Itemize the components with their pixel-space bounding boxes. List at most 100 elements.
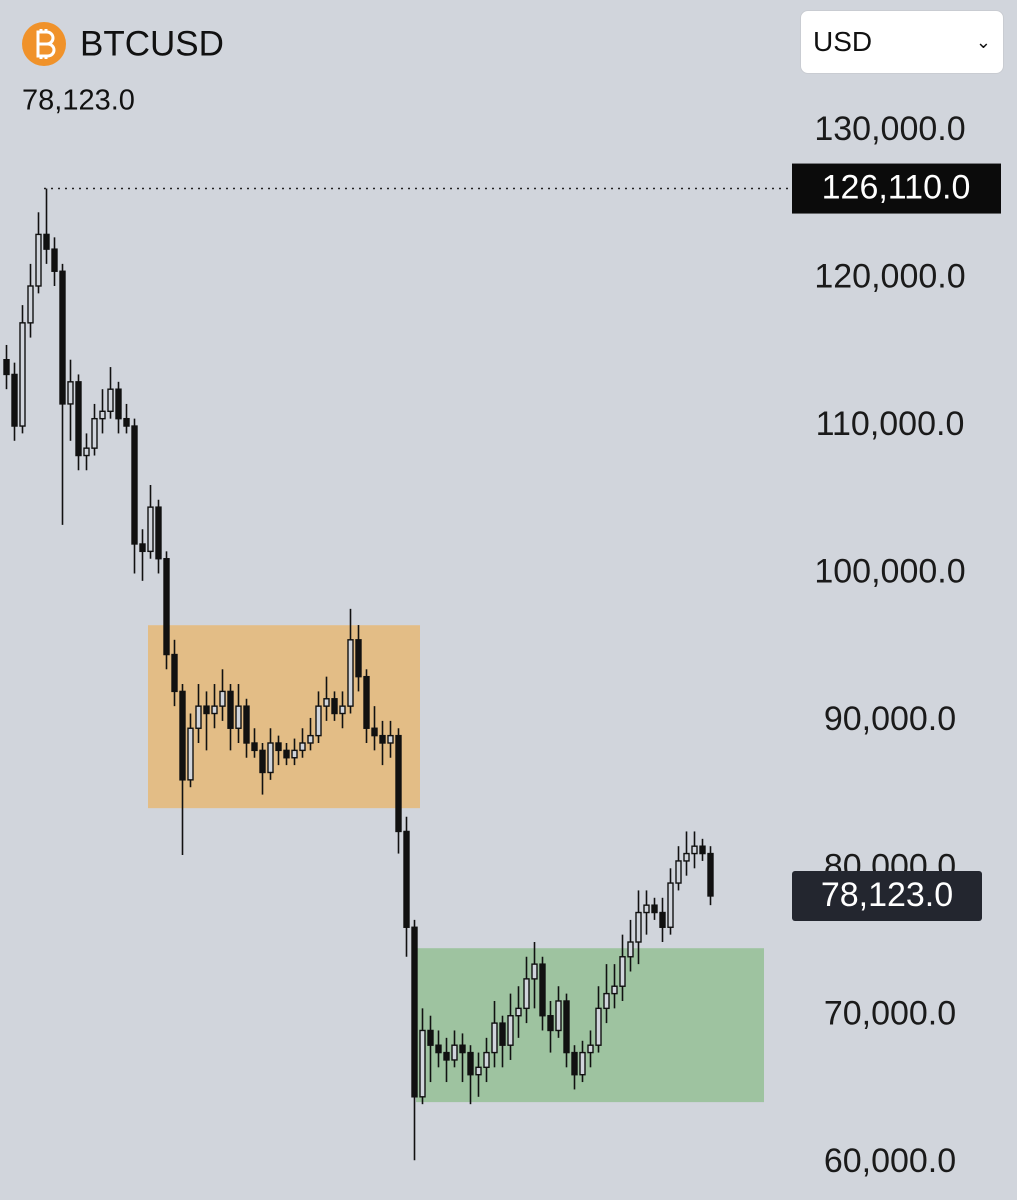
candle-body: [547, 1015, 554, 1032]
candle-body: [67, 381, 74, 405]
candle-body: [291, 749, 298, 759]
candle-body: [99, 410, 106, 420]
candle-body: [499, 1022, 506, 1046]
candle-body: [387, 734, 394, 744]
candle-body: [139, 543, 146, 553]
last-price-badge: [792, 870, 982, 921]
candle-body: [507, 1015, 514, 1046]
candle-body: [611, 985, 618, 995]
ath-badge: [792, 163, 1001, 214]
candle-body: [379, 734, 386, 744]
candle-body: [475, 1066, 482, 1076]
candle-body: [267, 742, 274, 774]
candle-body: [331, 698, 338, 715]
candle-body: [563, 1000, 570, 1054]
candle-body: [19, 322, 26, 427]
y-tick-label: 110,000.0: [816, 405, 965, 443]
candle-body: [627, 941, 634, 958]
candle-body: [187, 727, 194, 781]
candle-body: [83, 447, 90, 457]
candle-body: [3, 359, 10, 376]
candle-body: [131, 425, 138, 545]
candle-body: [171, 653, 178, 693]
y-tick-label: 70,000.0: [824, 995, 956, 1033]
candle-body: [483, 1051, 490, 1069]
last-price-label: 78,123.0: [821, 876, 953, 914]
y-tick-label: 120,000.0: [814, 258, 965, 296]
candle-body: [51, 248, 58, 272]
candle-body: [675, 860, 682, 884]
candle-body: [491, 1022, 498, 1054]
candle-body: [659, 911, 666, 928]
candle-body: [155, 506, 162, 560]
candle-body: [571, 1051, 578, 1076]
candle-body: [523, 978, 530, 1010]
chevron: ⌄: [975, 31, 991, 52]
candle-body: [163, 558, 170, 656]
candle-body: [691, 845, 698, 855]
candle-body: [243, 705, 250, 744]
candle-body: [515, 1007, 522, 1017]
candle-body: [443, 1051, 450, 1061]
candle-body: [307, 734, 314, 744]
candle-body: [603, 992, 610, 1010]
candle-body: [403, 830, 410, 928]
candle-body: [683, 852, 690, 862]
candle-body: [355, 639, 362, 678]
candle-body: [555, 1000, 562, 1032]
candle-body: [43, 233, 50, 250]
candle-body: [299, 742, 306, 752]
candle-body: [27, 285, 34, 324]
candle-body: [667, 882, 674, 928]
candle-body: [339, 705, 346, 715]
candle-body: [235, 705, 242, 729]
candle-body: [107, 388, 114, 413]
candle-body: [451, 1044, 458, 1061]
candle-body: [467, 1051, 474, 1076]
candle-body: [195, 705, 202, 729]
candle-body: [203, 705, 210, 715]
candle-body: [635, 911, 642, 943]
candle-body: [531, 963, 538, 980]
candle-body: [275, 742, 282, 752]
candle-body: [411, 926, 418, 1098]
candle-body: [59, 270, 66, 405]
candle-body: [11, 373, 18, 427]
price-axis: 60,000.070,000.080,000.090,000.0100,000.…: [44, 110, 1001, 1180]
y-tick-label: 90,000.0: [824, 700, 956, 738]
candle-body: [371, 727, 378, 737]
candle-body: [259, 749, 266, 774]
currency-select[interactable]: USD ⌄: [800, 10, 1004, 74]
candle-body: [35, 233, 42, 287]
candle-body: [395, 734, 402, 833]
candle-body: [539, 963, 546, 1017]
candle-body: [347, 639, 354, 707]
candle-body: [315, 705, 322, 737]
candle-body: [219, 690, 226, 707]
candle-body: [123, 417, 130, 427]
candle-body: [211, 705, 218, 715]
candle-body: [91, 417, 98, 449]
candle-body: [427, 1029, 434, 1046]
candle-body: [699, 845, 706, 855]
candle-body: [323, 698, 330, 707]
ath-label: 126,110.0: [822, 169, 971, 207]
candle-body: [587, 1044, 594, 1054]
candle-body: [419, 1029, 426, 1098]
currency-label: USD: [813, 26, 873, 57]
candle-body: [227, 690, 234, 729]
candle-body: [75, 381, 82, 457]
candle-body: [619, 956, 626, 987]
candle-body: [595, 1007, 602, 1046]
candle-body: [707, 852, 714, 897]
candle-body: [643, 904, 650, 914]
y-tick-label: 100,000.0: [814, 552, 965, 590]
y-tick-label: 60,000.0: [824, 1142, 956, 1180]
candle-body: [115, 388, 122, 420]
candle-body: [251, 742, 258, 752]
candle-body: [147, 506, 154, 553]
candles: [3, 188, 714, 1161]
header-price: 78,123.0: [22, 85, 135, 117]
